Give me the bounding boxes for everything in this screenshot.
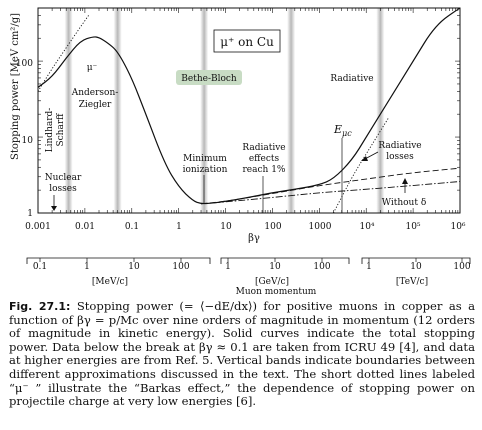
vertical-band-4 [376,8,385,213]
y-tick-100: 100 [16,59,33,69]
vertical-band-2 [200,8,209,213]
anderson-ziegler-label-1: Anderson- [71,88,119,98]
without-delta-label: Without δ [382,198,427,208]
gev-tick-100: 100 [313,262,330,272]
min-ion-label-2: ionization [183,165,228,175]
tev-unit: [TeV/c] [396,277,428,287]
rad-losses-label-1: Radiative [378,141,421,151]
momentum-scale-tev: 1 10 100 [TeV/c] [361,257,471,287]
axis-ticks [37,7,461,214]
caption-text: Stopping power (= ⟨−dE/dx⟩) for positive… [9,299,475,409]
vertical-band-0 [64,8,73,213]
material-label: μ⁺ on Cu [220,35,274,49]
y-tick-1: 1 [27,209,33,219]
x-tick-1e5: 10⁵ [405,222,420,232]
vertical-band-3 [287,8,296,213]
caption-label: Fig. 27.1: [9,300,71,313]
bethe-bloch-label: Bethe-Bloch [181,74,237,84]
mev-tick-0.1: 0.1 [33,262,47,272]
rad-losses-arrowhead [361,156,368,161]
gev-unit: [GeV/c] [255,277,289,287]
y-axis-label: Stopping power [MeV cm²/g] [10,13,21,160]
nuclear-label-1: Nuclear [45,173,82,183]
curve-dash-dot-2 [200,181,461,205]
tev-tick-10: 10 [410,262,422,272]
curve-dotted-4 [333,117,389,214]
mev-tick-1: 1 [84,262,90,272]
vertical-bands [64,8,385,213]
mu-minus-label: μ⁻ [87,63,98,73]
x-tick-1: 1 [176,222,182,232]
mev-unit: [MeV/c] [92,277,128,287]
anderson-ziegler-label-2: Ziegler [79,100,112,110]
x-tick-0.01: 0.01 [75,222,95,232]
x-axis-label: βγ [248,233,260,244]
bethe-bloch-badge [176,70,242,85]
emu-label: Eμc [333,123,352,138]
material-box [213,29,281,53]
tev-tick-1: 1 [366,262,372,272]
x-tick-1e6: 10⁶ [450,222,465,232]
momentum-scale-gev: 1 10 100 [GeV/c] [220,257,350,287]
x-tick-1000: 1000 [309,222,332,232]
x-tick-10: 10 [220,222,232,232]
momentum-scale-mev: 0.1 1 10 100 [MeV/c] [26,257,211,287]
y-tick-10: 10 [22,136,34,146]
nuclear-label-2: losses [49,184,77,194]
stopping-power-figure: Stopping power [MeV cm²/g] 1 10 100 0.00… [10,7,471,297]
without-delta-arrowhead [402,178,408,184]
gev-tick-10: 10 [269,262,281,272]
mev-tick-10: 10 [128,262,140,272]
mev-tick-100: 100 [172,262,189,272]
gev-tick-1: 1 [225,262,231,272]
rad-effects-label-2: effects [249,154,280,164]
curves [37,7,461,214]
tev-tick-100: 100 [453,262,470,272]
vertical-band-1 [113,8,122,213]
lindhard-label-1: Lindhard- [45,108,55,153]
x-tick-0.001: 0.001 [25,222,51,232]
x-tick-0.1: 0.1 [125,222,139,232]
radiative-label: Radiative [330,74,373,84]
lindhard-label-2: Scharff [56,113,66,147]
rad-effects-label-3: reach 1% [243,165,286,175]
nuclear-arrowhead [51,206,57,211]
min-ion-label-1: Minimum [183,154,227,164]
muon-momentum-label: Muon momentum [236,287,317,297]
x-tick-1e4: 10⁴ [359,222,374,232]
plot-frame [37,7,461,214]
figure-caption: Fig. 27.1: Stopping power (= ⟨−dE/dx⟩) f… [9,299,475,409]
x-tick-100: 100 [264,222,281,232]
rad-losses-label-2: losses [386,152,414,162]
curve-dotted-3 [37,14,90,92]
rad-effects-label-1: Radiative [242,143,285,153]
